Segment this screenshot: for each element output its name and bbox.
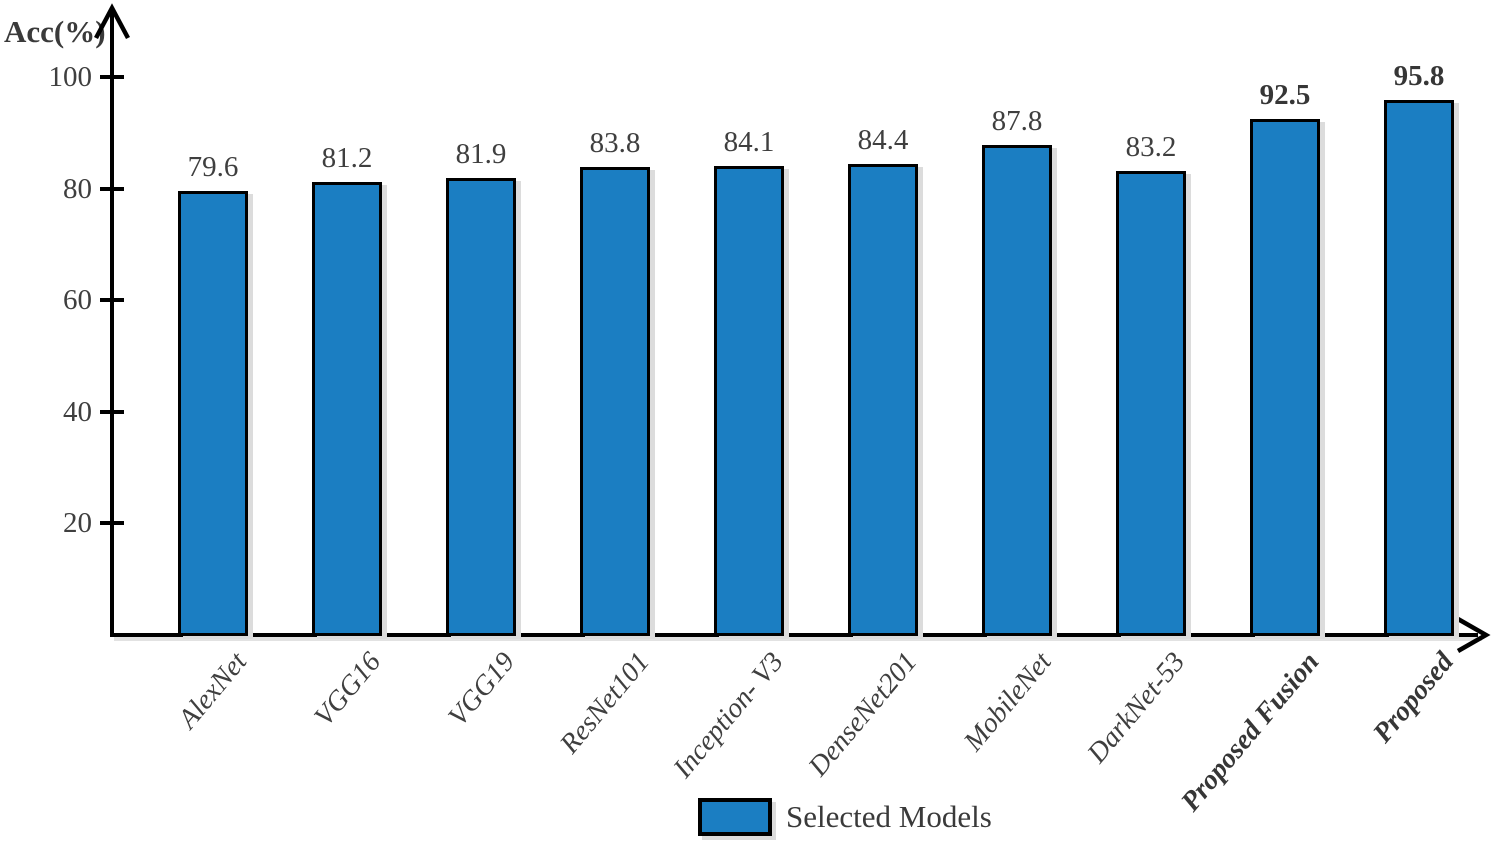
y-tick-label: 20 <box>63 507 92 540</box>
x-tick-label: DenseNet201 <box>802 646 924 783</box>
bar <box>714 165 784 636</box>
x-tick-label: MobileNet <box>957 646 1058 758</box>
legend: Selected Models <box>698 794 1018 844</box>
x-tick-label: Proposed Fusion <box>1175 646 1326 818</box>
y-tick-label: 40 <box>63 395 92 428</box>
y-tick-label: 100 <box>48 61 93 93</box>
x-tick-label: Proposed <box>1366 646 1460 749</box>
bar <box>1250 118 1320 636</box>
bar-value-label: 83.2 <box>1125 130 1177 163</box>
bar <box>1384 100 1454 636</box>
bar <box>1116 170 1186 636</box>
y-tick-mark <box>100 186 124 191</box>
y-tick-label: 80 <box>63 172 92 205</box>
legend-label: Selected Models <box>786 799 992 834</box>
bar <box>848 164 918 636</box>
bar-value-label: 81.2 <box>321 141 373 174</box>
bar-value-label: 84.4 <box>857 124 909 157</box>
bar <box>982 145 1052 636</box>
y-tick-mark <box>100 298 124 303</box>
bar-value-label: 92.5 <box>1259 78 1311 111</box>
x-axis-arrow-icon <box>1456 617 1491 653</box>
bar-value-label: 79.6 <box>187 150 239 183</box>
x-tick-label: ResNet101 <box>553 646 656 760</box>
bar <box>446 177 516 636</box>
bar <box>580 167 650 636</box>
x-tick-label: AlexNet <box>172 646 254 735</box>
bar-value-label: 95.8 <box>1393 60 1445 93</box>
bar-value-label: 87.8 <box>991 105 1043 138</box>
x-tick-label: VGG16 <box>308 646 388 733</box>
y-axis-arrow-icon <box>94 3 130 40</box>
y-axis-title: Acc(%) <box>4 14 106 49</box>
bar-value-label: 84.1 <box>723 125 775 158</box>
y-tick-mark <box>100 75 124 79</box>
y-tick-mark <box>100 521 124 526</box>
x-tick-label: Inception- V3 <box>667 646 790 784</box>
bar <box>312 181 382 636</box>
bar-value-label: 81.9 <box>455 137 507 170</box>
x-tick-label: VGG19 <box>442 646 522 733</box>
y-tick-label: 60 <box>63 284 92 317</box>
y-axis-line <box>110 8 114 637</box>
x-axis-line <box>110 633 1478 637</box>
bar <box>178 190 248 636</box>
bar-value-label: 83.8 <box>589 127 641 160</box>
x-tick-label: DarkNet-53 <box>1081 646 1192 770</box>
y-tick-mark <box>100 409 124 414</box>
legend-swatch <box>698 798 772 836</box>
